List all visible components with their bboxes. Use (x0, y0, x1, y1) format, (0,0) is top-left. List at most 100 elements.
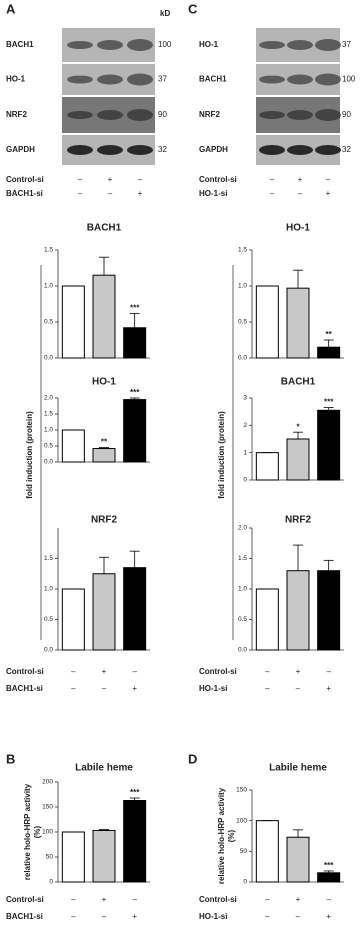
blot-row-label: BACH1 (199, 75, 227, 84)
y-axis-label: (%) (227, 829, 236, 842)
chart-title: NRF2 (91, 515, 118, 526)
condition-sign: – (102, 912, 107, 921)
condition-sign: – (265, 912, 270, 921)
chart-title: BACH1 (281, 377, 316, 388)
y-tick-label: 1 (243, 449, 247, 456)
significance: ** (326, 330, 333, 339)
bar (92, 830, 116, 883)
condition-sign: + (326, 189, 331, 198)
y-tick-label: 0.0 (238, 355, 247, 362)
blot-row-label: HO-1 (199, 40, 219, 49)
condition-label: HO-1-si (199, 189, 227, 198)
y-tick-label: 2.0 (44, 395, 53, 402)
blot-band (97, 145, 123, 155)
blot-band (67, 145, 93, 155)
blot-band (315, 73, 341, 86)
y-axis-label: fold induction (protein) (217, 411, 226, 499)
y-tick-label: 0.0 (44, 459, 53, 466)
condition-sign: – (132, 667, 137, 676)
condition-label: BACH1-si (6, 912, 43, 921)
condition-sign: + (298, 175, 303, 184)
bar (255, 588, 279, 651)
y-tick-label: 1.0 (238, 586, 247, 593)
kd-value: 100 (342, 75, 356, 84)
condition-sign: – (270, 189, 275, 198)
blot-band (259, 111, 285, 119)
condition-sign: – (71, 895, 76, 904)
y-tick-label: 1.0 (44, 586, 53, 593)
y-tick-label: 1.0 (44, 283, 53, 290)
y-axis-label: (%) (33, 825, 42, 838)
y-tick-label: 0.5 (44, 443, 53, 450)
condition-sign: – (326, 895, 331, 904)
condition-sign: – (265, 684, 270, 693)
kd-value: 32 (158, 145, 167, 154)
y-tick-label: 3 (243, 395, 247, 402)
condition-label: Control-si (199, 667, 237, 676)
kd-label: kD (160, 9, 170, 18)
blot-row-label: GAPDH (6, 145, 35, 154)
y-tick-label: 1.5 (44, 247, 53, 254)
bar (92, 274, 116, 359)
blot-band (67, 75, 93, 84)
y-tick-label: 0 (243, 879, 247, 886)
y-tick-label: 1.5 (238, 555, 247, 562)
blot-band (97, 74, 123, 85)
blot-band (67, 41, 93, 49)
blot-band (259, 145, 285, 155)
blot-row-label: NRF2 (6, 110, 27, 119)
significance: *** (130, 788, 140, 797)
blot-band (315, 109, 341, 121)
condition-sign: + (108, 175, 113, 184)
blot-row-label: BACH1 (6, 40, 34, 49)
blot-band (97, 110, 123, 120)
condition-label: BACH1-si (6, 684, 43, 693)
y-tick-label: 2 (243, 422, 247, 429)
bar (92, 573, 116, 651)
condition-label: Control-si (6, 667, 44, 676)
bar (255, 452, 279, 481)
chart-title: Labile heme (75, 763, 133, 774)
y-axis-label: relative holo-HRP activity (217, 787, 226, 884)
significance: *** (324, 861, 334, 870)
blot-band (287, 74, 313, 85)
y-tick-label: 200 (42, 779, 53, 786)
condition-label: Control-si (199, 895, 237, 904)
kd-value: 100 (158, 40, 172, 49)
y-tick-label: 0.5 (44, 319, 53, 326)
chart-title: BACH1 (87, 223, 122, 234)
bar (123, 327, 147, 359)
chart-title: HO-1 (92, 377, 116, 388)
condition-sign: + (132, 684, 137, 693)
condition-sign: + (102, 667, 107, 676)
y-tick-label: 1.0 (44, 427, 53, 434)
y-axis-label: fold induction (protein) (25, 411, 34, 499)
y-tick-label: 0.0 (44, 355, 53, 362)
chart-title: HO-1 (286, 223, 310, 234)
bar (255, 820, 279, 883)
condition-sign: – (265, 895, 270, 904)
y-tick-label: 1.5 (238, 247, 247, 254)
condition-sign: + (102, 895, 107, 904)
panel-label: D (188, 751, 197, 766)
bar (317, 409, 341, 481)
y-tick-label: 1.5 (44, 555, 53, 562)
condition-label: HO-1-si (199, 684, 227, 693)
condition-sign: – (296, 912, 301, 921)
blot-band (259, 75, 285, 84)
bar (123, 800, 147, 883)
condition-sign: – (71, 667, 76, 676)
blot-band (127, 39, 153, 51)
kd-value: 32 (342, 145, 351, 154)
bar (286, 438, 310, 481)
bar (61, 285, 85, 359)
blot-band (287, 110, 313, 120)
y-tick-label: 0.0 (44, 647, 53, 654)
blot-band (127, 145, 153, 155)
condition-label: BACH1-si (6, 189, 43, 198)
blot-band (67, 111, 93, 119)
significance: *** (130, 388, 140, 397)
condition-sign: – (108, 189, 113, 198)
condition-label: Control-si (199, 175, 237, 184)
